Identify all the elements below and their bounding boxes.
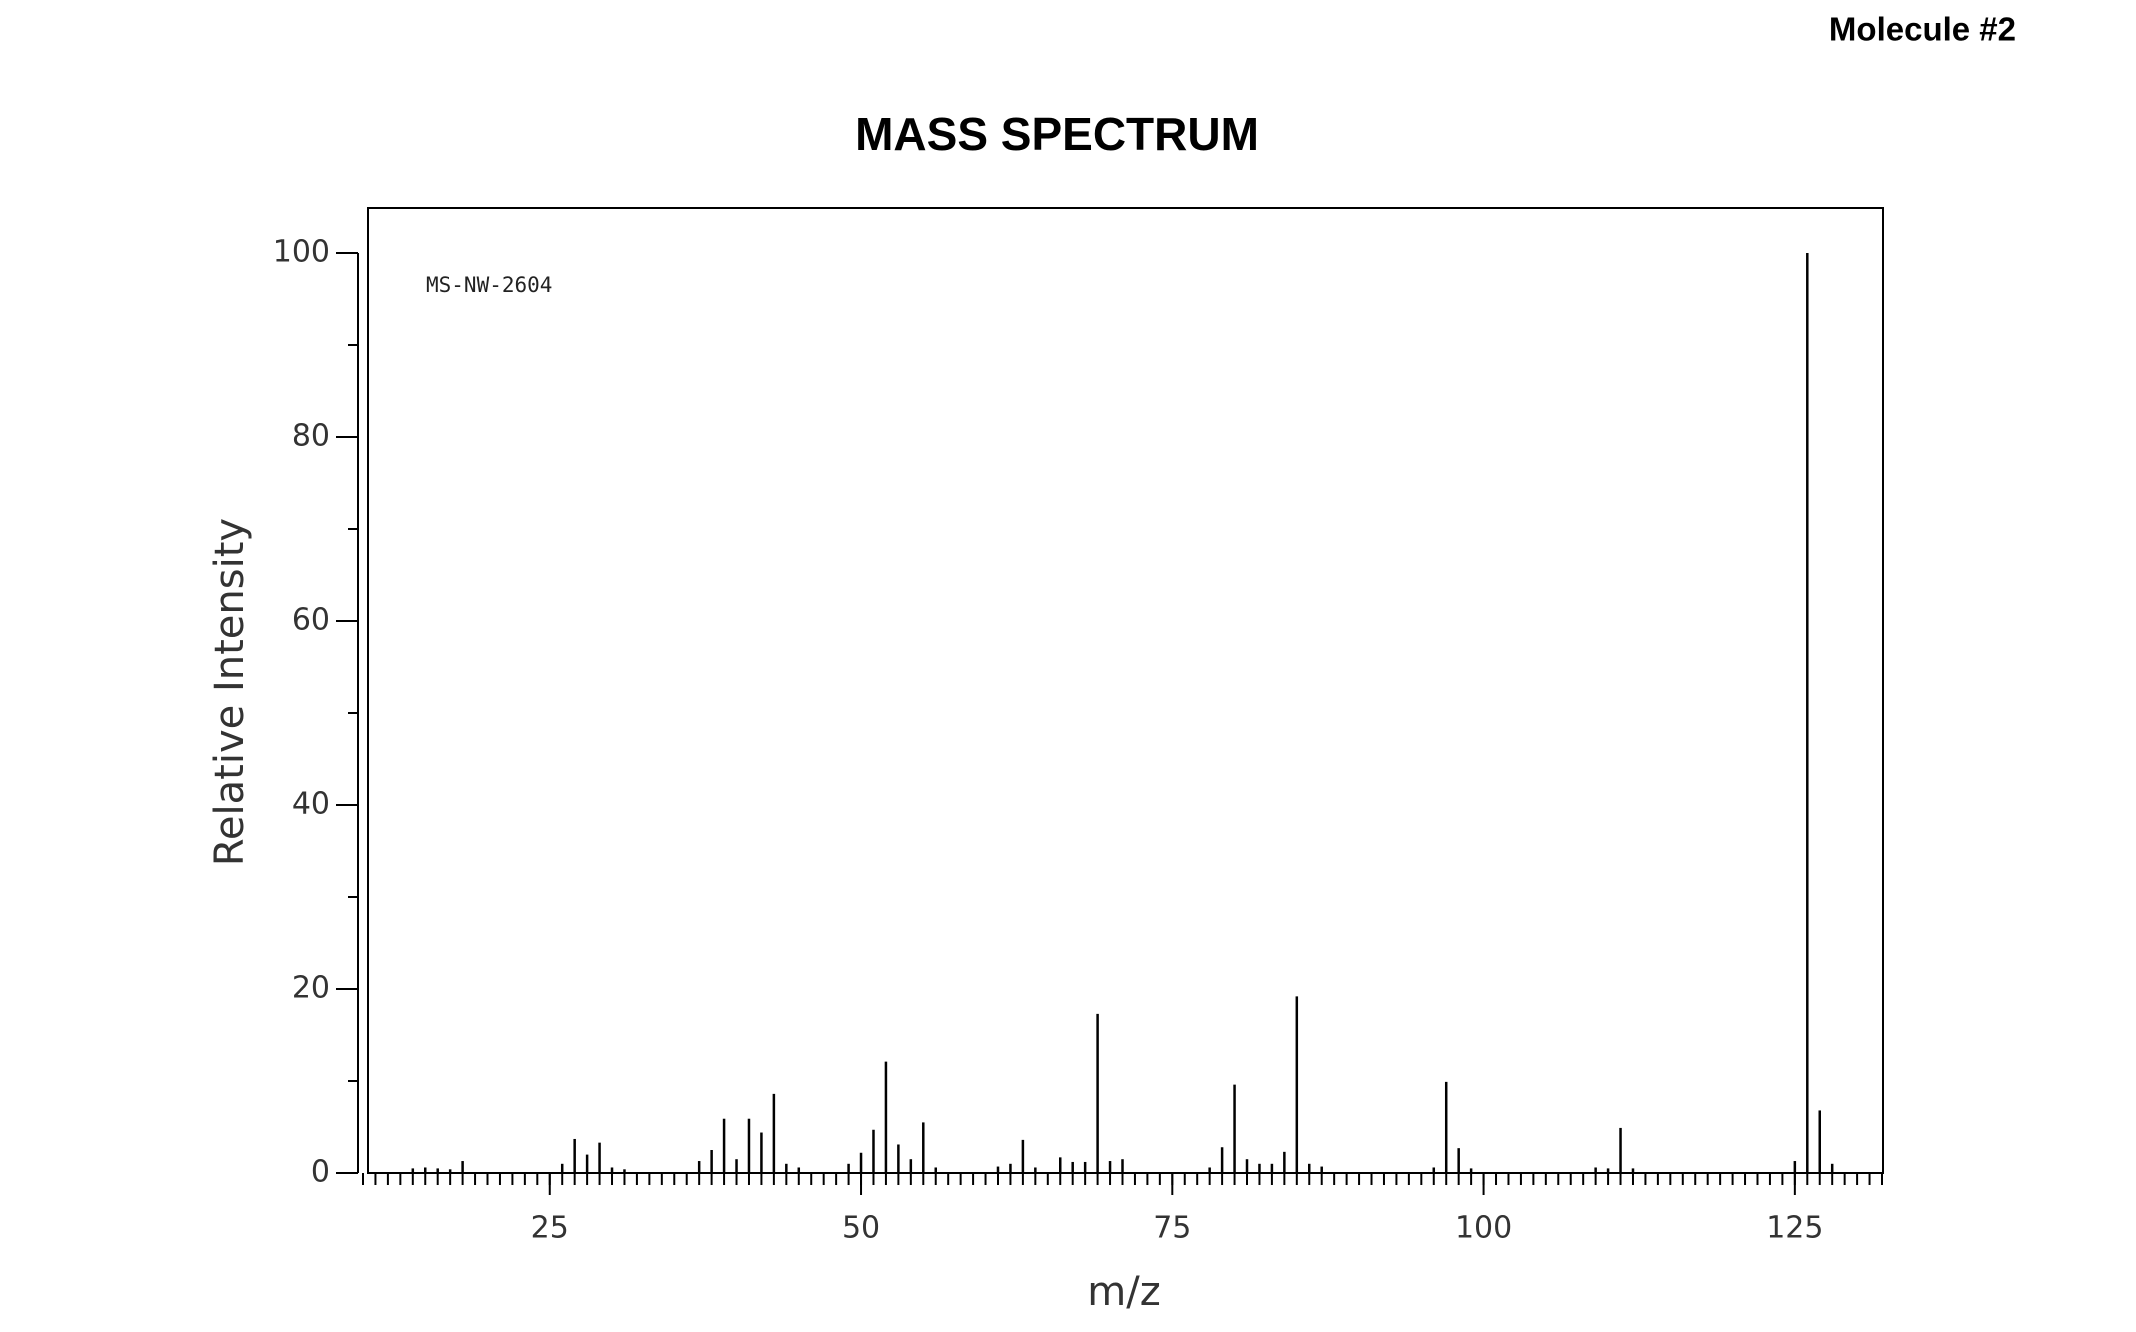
x-tick-label: 125 (1766, 1211, 1823, 1246)
annotation: MS-NW-2604 (426, 273, 552, 297)
chart-title: MASS SPECTRUM (855, 108, 1259, 160)
y-axis-label: Relative Intensity (207, 518, 253, 866)
y-tick-label: 60 (292, 603, 330, 638)
molecule-label: Molecule #2 (1829, 11, 2016, 48)
x-tick-label: 25 (531, 1211, 569, 1246)
y-tick-label: 40 (292, 787, 330, 822)
x-tick-label: 100 (1455, 1211, 1512, 1246)
y-tick-label: 100 (273, 235, 330, 270)
x-axis-label: m/z (1087, 1269, 1160, 1315)
y-tick-label: 80 (292, 419, 330, 454)
y-tick-label: 20 (292, 971, 330, 1006)
x-tick-label: 75 (1153, 1211, 1191, 1246)
plot-frame (367, 207, 1884, 1174)
y-tick-label: 0 (311, 1155, 330, 1190)
x-tick-label: 50 (842, 1211, 880, 1246)
